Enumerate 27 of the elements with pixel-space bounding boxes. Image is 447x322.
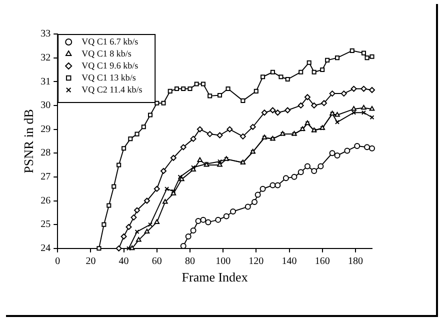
x-tick-label: 80 [184, 256, 195, 268]
x-tick-label: 120 [248, 256, 264, 268]
y-tick-label: 29 [40, 124, 51, 135]
y-tick-label: 24 [40, 243, 51, 254]
x-tick-label: 20 [86, 256, 96, 268]
x-axis-title: Frame Index [182, 270, 248, 285]
y-tick-label: 32 [40, 52, 51, 64]
y-tick-label: 27 [40, 172, 51, 183]
y-tick-label: 30 [40, 100, 51, 112]
x-tick-label: 140 [282, 256, 297, 268]
x-tick-label: 60 [152, 256, 162, 268]
legend-label: VQ C1 6.7 kb/s [82, 36, 139, 46]
x-tick-label: 40 [118, 256, 129, 268]
x-tick-label: 180 [348, 256, 363, 268]
x-tick-label: 100 [216, 256, 231, 268]
legend-label: VQ C2 11.4 kb/s [82, 84, 143, 94]
y-tick-label: 26 [40, 195, 51, 206]
y-axis-title: PSNR in dB [21, 108, 36, 174]
y-tick-label: 25 [40, 219, 51, 230]
y-tick-label: 31 [40, 76, 51, 88]
legend-label: VQ C1 9.6 kb/s [82, 60, 139, 70]
y-tick-label: 28 [40, 148, 51, 159]
x-tick-label: 160 [314, 256, 330, 268]
legend-label: VQ C1 8 kb/s [82, 48, 132, 58]
legend-label: VQ C1 13 kb/s [82, 72, 136, 82]
y-tick-label: 33 [40, 28, 51, 40]
x-tick-label: 0 [55, 256, 60, 268]
